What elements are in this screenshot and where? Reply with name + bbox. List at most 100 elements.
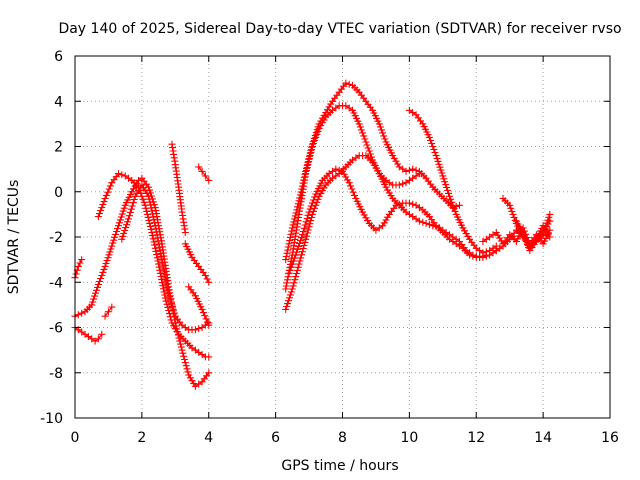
data-point (506, 201, 514, 209)
data-point (479, 249, 487, 257)
series-line (121, 183, 210, 331)
data-point-fill (115, 204, 128, 227)
data-point-fill (356, 123, 369, 143)
data-point-fill (303, 214, 316, 240)
series-arc-9 (185, 283, 213, 329)
data-point (302, 235, 310, 243)
data-point (145, 183, 153, 191)
data-point (158, 256, 166, 264)
data-point-fill (317, 111, 328, 125)
data-point-fill (313, 179, 325, 195)
data-point-fill (384, 186, 395, 200)
data-point (355, 120, 363, 128)
data-point-fill (454, 213, 465, 229)
data-point-fill (501, 197, 511, 207)
data-point (148, 229, 156, 236)
data-point (101, 262, 109, 270)
data-point-fill (317, 116, 328, 130)
x-axis-label: GPS time / hours (281, 458, 398, 474)
series-line (188, 286, 210, 326)
data-point-fill (507, 204, 519, 224)
data-point-fill (514, 220, 525, 234)
data-point-fill (72, 266, 81, 278)
data-point (115, 222, 122, 230)
data-point (288, 224, 296, 232)
data-point-fill (123, 191, 134, 207)
data-point-fill (434, 224, 445, 234)
y-tick-label: -8 (49, 366, 63, 382)
data-point-fill (340, 170, 351, 184)
data-point-fill (357, 91, 368, 102)
data-point (151, 222, 159, 230)
series-line (285, 105, 420, 290)
data-point-fill (331, 91, 341, 102)
data-point-fill (482, 248, 490, 256)
data-point-fill (377, 172, 389, 188)
data-point (322, 109, 330, 117)
data-point-fill (440, 175, 452, 197)
data-point-fill (461, 247, 471, 257)
data-point-fill (431, 186, 441, 196)
data-point-fill (186, 374, 198, 387)
data-point (178, 208, 186, 216)
data-point-fill (347, 182, 358, 199)
data-point (415, 217, 423, 225)
data-point (205, 321, 213, 329)
data-point (201, 272, 209, 279)
data-point (295, 260, 303, 268)
data-point-fill (102, 245, 115, 267)
data-point (282, 256, 290, 264)
data-point-fill (528, 241, 538, 252)
y-tick-label: -6 (49, 321, 63, 337)
x-tick-label: 14 (534, 430, 552, 446)
data-point (181, 229, 189, 236)
data-point (315, 120, 323, 128)
data-point-fill (149, 232, 162, 265)
data-point-fill (179, 349, 192, 376)
data-point (292, 251, 300, 259)
data-point-fill (438, 192, 448, 202)
data-point (74, 262, 82, 270)
data-point (195, 163, 203, 171)
data-point-fill (428, 216, 438, 227)
data-point (101, 312, 109, 320)
y-tick-label: -2 (49, 230, 63, 246)
data-point-fill (395, 200, 403, 208)
data-point (456, 201, 463, 209)
data-point (298, 231, 306, 239)
data-point-fill (142, 204, 155, 233)
series-line (409, 109, 497, 254)
data-point-fill (109, 225, 121, 247)
data-point-fill (335, 166, 343, 174)
series-line (288, 168, 497, 274)
data-point-fill (179, 212, 189, 233)
data-point-fill (317, 184, 328, 197)
data-point (118, 235, 126, 243)
data-point-fill (433, 155, 446, 177)
data-point-fill (96, 198, 108, 218)
data-point-fill (398, 204, 408, 214)
data-point (422, 219, 430, 227)
data-point (546, 233, 554, 241)
data-point-fill (289, 263, 302, 290)
data-point-fill (110, 173, 120, 184)
data-point (108, 242, 116, 250)
data-point (205, 176, 213, 184)
data-point (115, 170, 122, 178)
y-tick-label: 4 (54, 94, 63, 110)
data-point-fill (169, 144, 179, 165)
data-point-fill (540, 213, 553, 236)
data-point-fill (420, 123, 432, 139)
x-tick-label: 2 (137, 430, 146, 446)
series-arc-8 (181, 240, 213, 286)
data-point-fill (458, 241, 468, 252)
data-point-fill (289, 200, 302, 229)
data-point (128, 188, 136, 196)
data-point-fill (412, 166, 420, 174)
data-point-fill (74, 309, 86, 319)
data-point-fill (528, 234, 538, 245)
data-point-fill (364, 154, 374, 164)
data-point-fill (145, 195, 159, 227)
y-tick-label: 0 (54, 185, 63, 201)
